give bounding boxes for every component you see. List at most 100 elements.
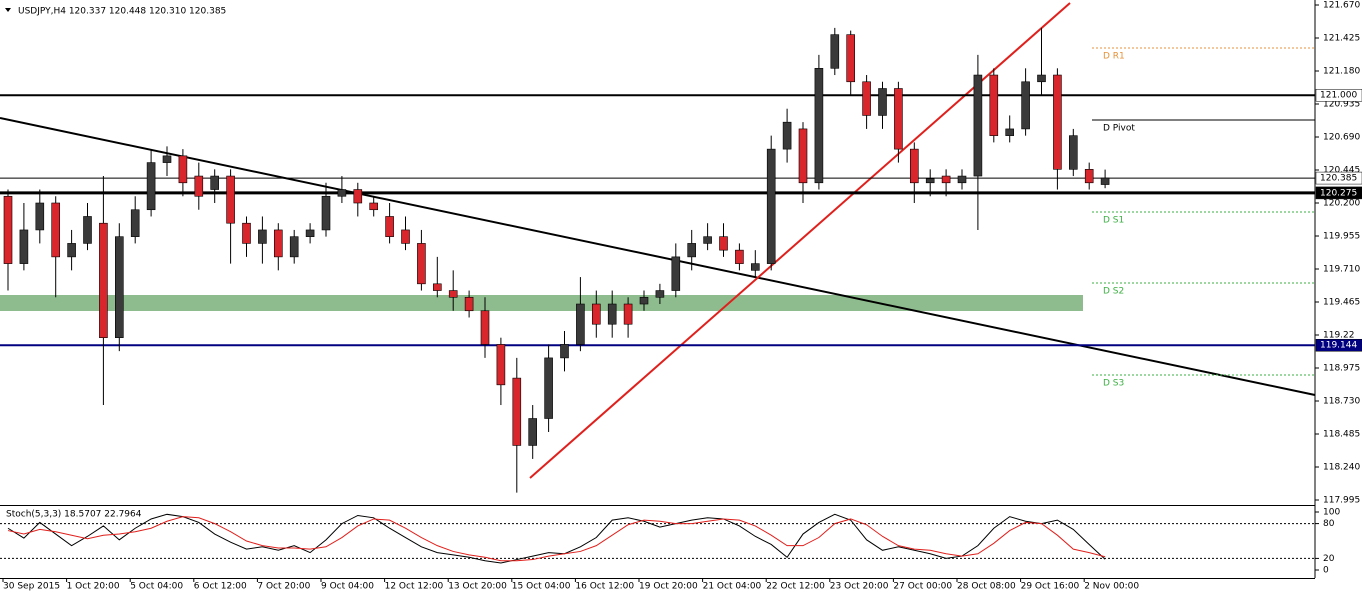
- candle-body: [798, 128, 808, 184]
- candle-body: [591, 303, 601, 325]
- level-label-box: [1315, 88, 1362, 102]
- candle-body: [925, 178, 935, 184]
- candle-body: [51, 202, 61, 258]
- candle-body: [528, 418, 538, 446]
- y-tick-label: 0: [1323, 566, 1329, 576]
- candle-body: [369, 202, 379, 211]
- x-tick-label: 9 Oct 04:00: [321, 582, 374, 592]
- candle-body: [576, 303, 585, 345]
- candle-body: [19, 229, 29, 264]
- candle-body: [226, 175, 235, 224]
- candle-body: [464, 296, 474, 312]
- x-tick-label: 22 Oct 12:00: [766, 582, 825, 592]
- candle-body: [67, 243, 76, 258]
- candle-body: [258, 229, 267, 244]
- candle-body: [480, 310, 490, 345]
- y-tick-label: 117.995: [1323, 496, 1360, 506]
- level-label: 119.144: [1320, 341, 1357, 351]
- candle-body: [894, 88, 903, 150]
- candle-body: [273, 229, 283, 258]
- y-tick-label: 119.22: [1323, 331, 1355, 341]
- x-tick-label: 16 Oct 12:00: [575, 582, 634, 592]
- y-tick-label: 119.465: [1323, 298, 1360, 308]
- candle-body: [1084, 169, 1094, 184]
- candle-body: [846, 34, 856, 83]
- candle-body: [146, 162, 156, 211]
- candle-body: [242, 222, 251, 244]
- candle-body: [623, 303, 633, 325]
- level-label: 120.385: [1320, 174, 1357, 184]
- stoch-line: [7, 513, 1106, 564]
- level-label: 121.000: [1320, 91, 1357, 101]
- y-tick-label: 118.240: [1323, 463, 1360, 473]
- level-label-box: [1315, 186, 1362, 200]
- candle-body: [162, 155, 172, 163]
- candle-body: [862, 81, 871, 116]
- candle-body: [703, 236, 712, 244]
- candle-body: [321, 195, 331, 231]
- y-tick-label: 80: [1323, 519, 1335, 529]
- candle-body: [719, 236, 728, 251]
- candle-body: [941, 175, 951, 184]
- candle-body: [289, 236, 299, 258]
- menu-arrow: [5, 8, 11, 12]
- candle-body: [178, 155, 188, 184]
- candle-body: [766, 148, 776, 264]
- candle-body: [639, 296, 649, 305]
- candle-body: [35, 202, 45, 231]
- candle-body: [989, 74, 999, 136]
- chart-title: USDJPY,H4 120.337 120.448 120.310 120.38…: [18, 7, 226, 17]
- x-tick-label: 2 Nov 00:00: [1084, 582, 1139, 592]
- level-label-box: [1315, 338, 1362, 352]
- candle-body: [687, 243, 697, 258]
- y-tick-label: 118.975: [1323, 364, 1360, 374]
- x-tick-label: 7 Oct 20:00: [257, 582, 310, 592]
- candle-body: [448, 290, 458, 298]
- level-label: 120.275: [1320, 188, 1357, 198]
- y-tick-label: 118.485: [1323, 430, 1360, 440]
- x-tick-label: 23 Oct 20:00: [830, 582, 889, 592]
- level-label-box: [1315, 171, 1362, 185]
- candle-body: [782, 121, 792, 150]
- y-tick-label: 118.730: [1323, 397, 1360, 407]
- x-tick-label: 19 Oct 20:00: [639, 582, 698, 592]
- candle-body: [512, 377, 522, 446]
- candle-body: [99, 222, 108, 338]
- candle-body: [878, 88, 887, 116]
- candle-body: [401, 229, 410, 244]
- candle-body: [750, 263, 760, 271]
- y-tick-label: 120.935: [1323, 100, 1360, 110]
- candle-body: [337, 189, 347, 197]
- candle-body: [814, 68, 824, 184]
- candle-body: [957, 175, 967, 184]
- x-tick-label: 21 Oct 04:00: [703, 582, 762, 592]
- x-tick-label: 5 Oct 04:00: [130, 582, 183, 592]
- candle-body: [83, 216, 92, 244]
- y-tick-label: 120.200: [1323, 199, 1360, 209]
- y-tick-label: 20: [1323, 554, 1335, 564]
- y-tick-label: 119.955: [1323, 232, 1360, 242]
- candle-body: [909, 148, 919, 184]
- pivot-label: D Pivot: [1103, 124, 1135, 134]
- candle-body: [1053, 74, 1062, 170]
- candle-body: [735, 249, 744, 264]
- x-tick-label: 15 Oct 04:00: [512, 582, 571, 592]
- y-tick-label: 100: [1323, 508, 1340, 518]
- candle-body: [973, 74, 983, 177]
- stoch-line: [7, 516, 1106, 562]
- candle-body: [496, 344, 506, 386]
- candle-body: [671, 256, 681, 291]
- y-tick-label: 121.425: [1323, 34, 1360, 44]
- candle-body: [210, 175, 219, 190]
- x-tick-label: 13 Oct 20:00: [448, 582, 507, 592]
- y-tick-label: 121.180: [1323, 67, 1360, 77]
- candle-body: [1021, 81, 1030, 130]
- candle-body: [115, 236, 124, 338]
- candle-body: [560, 344, 569, 359]
- candle-body: [1005, 128, 1015, 136]
- x-tick-label: 30 Sep 2015: [3, 582, 60, 592]
- y-tick-label: 121.670: [1323, 1, 1360, 11]
- candle-body: [194, 175, 204, 197]
- x-tick-label: 6 Oct 12:00: [194, 582, 247, 592]
